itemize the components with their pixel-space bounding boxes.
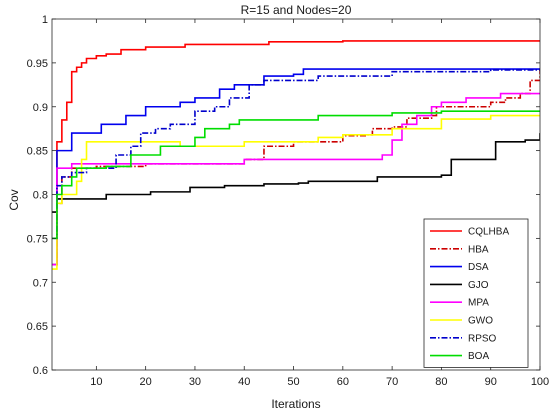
legend-box — [423, 218, 529, 368]
x-axis-title: Iterations — [271, 397, 320, 411]
series-line-cqlhba — [52, 40, 540, 266]
series-line-gwo — [52, 114, 540, 270]
y-tick-label: 0.6 — [33, 365, 48, 377]
x-tick-label: 20 — [140, 376, 152, 388]
legend-label-mpa: MPA — [468, 298, 489, 309]
y-tick-label: 0.75 — [27, 233, 48, 245]
legend-label-hba: HBA — [468, 244, 489, 255]
y-axis-title: Cov — [7, 189, 21, 210]
x-tick-label: 100 — [531, 376, 549, 388]
legend-label-cqlhba: CQLHBA — [468, 227, 509, 238]
y-tick-label: 0.85 — [27, 146, 48, 158]
x-tick-label: 40 — [238, 376, 250, 388]
y-tick-label: 1 — [42, 14, 48, 26]
y-tick-label: 0.7 — [33, 277, 48, 289]
y-tick-label: 0.65 — [27, 321, 48, 333]
y-tick-label: 0.8 — [33, 190, 48, 202]
legend-label-gjo: GJO — [468, 280, 489, 291]
y-tick-label: 0.95 — [27, 58, 48, 70]
y-tick-label: 0.9 — [33, 102, 48, 114]
x-tick-label: 10 — [90, 376, 102, 388]
series-line-mpa — [52, 92, 540, 266]
series-line-gjo — [52, 133, 540, 213]
series-line-boa — [52, 110, 540, 240]
x-tick-label: 70 — [386, 376, 398, 388]
x-tick-label: 60 — [337, 376, 349, 388]
x-tick-label: 90 — [485, 376, 497, 388]
x-tick-label: 30 — [189, 376, 201, 388]
series-group — [52, 40, 540, 270]
x-tick-label: 80 — [435, 376, 447, 388]
series-line-dsa — [52, 68, 540, 266]
legend-label-dsa: DSA — [468, 262, 489, 273]
legend: CQLHBA HBA DSA GJO MPA GWO RPSO BOA — [423, 218, 529, 368]
legend-label-boa: BOA — [468, 351, 489, 362]
plot-area: 10 20 30 40 50 60 70 80 90 100 0.6 0.65 0.7 0.75 0.8 0.… — [27, 14, 550, 388]
legend-label-gwo: GWO — [468, 316, 493, 327]
chart-title: R=15 and Nodes=20 — [241, 3, 352, 17]
series-line-rpso — [52, 69, 540, 240]
x-tick-label: 50 — [287, 376, 299, 388]
legend-label-rpso: RPSO — [468, 333, 497, 344]
